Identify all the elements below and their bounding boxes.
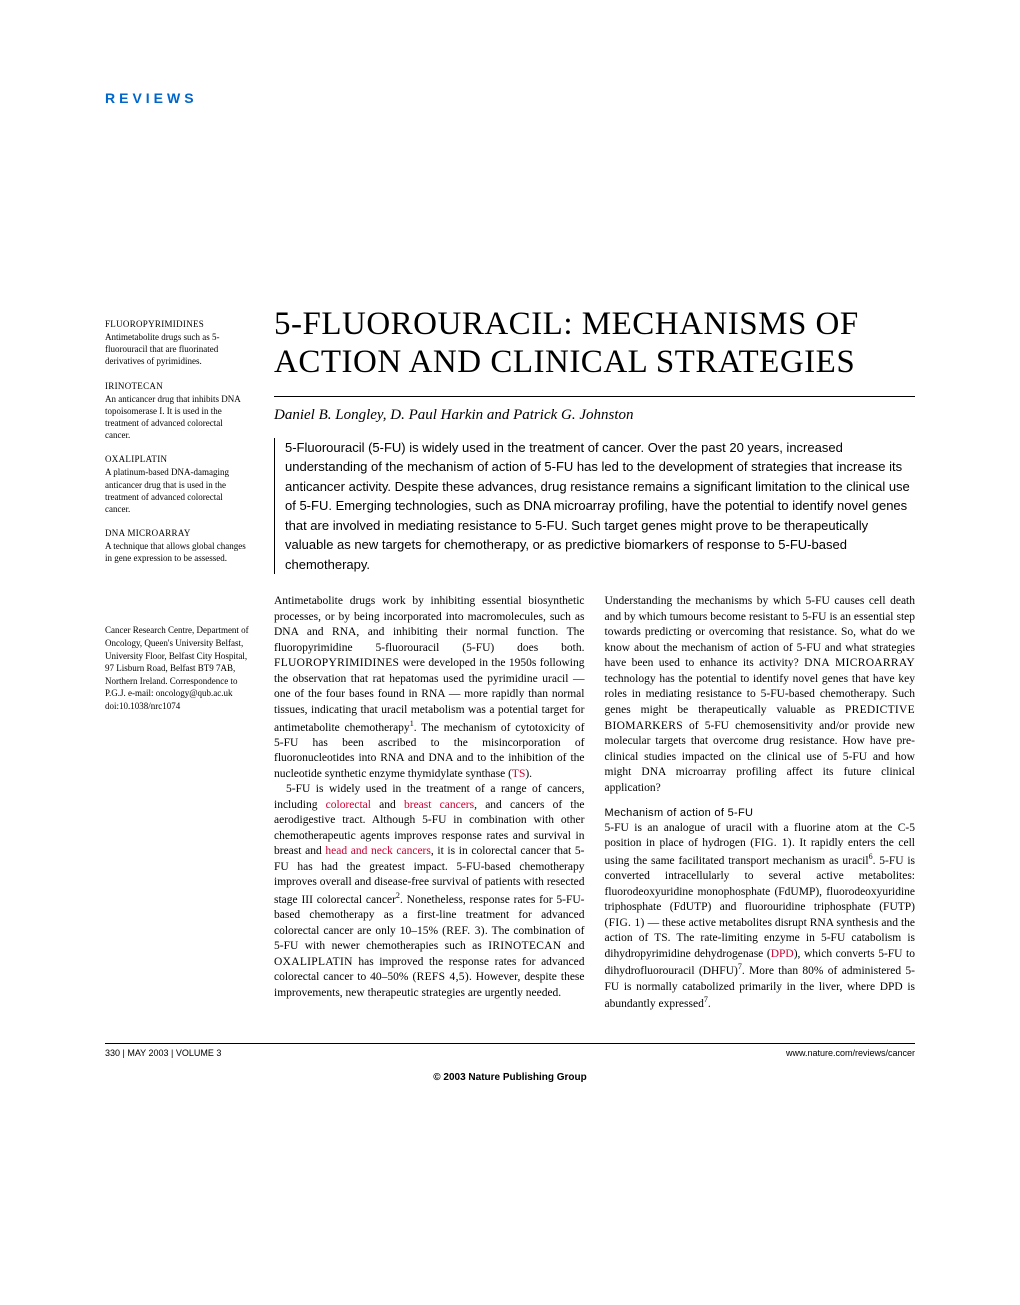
- title-rule: [274, 396, 915, 397]
- ref-inline: (REF. 3): [442, 925, 485, 937]
- doi: doi:10.1038/nrc1074: [105, 700, 250, 713]
- linked-term[interactable]: head and neck cancers: [325, 845, 430, 857]
- copyright: © 2003 Nature Publishing Group: [105, 1072, 915, 1083]
- paragraph: Understanding the mechanisms by which 5-…: [605, 594, 916, 796]
- affiliation-text: Cancer Research Centre, Department of On…: [105, 624, 250, 700]
- figure-ref: (FIG. 1): [605, 917, 645, 929]
- glossary-def: An anticancer drug that inhibits DNA top…: [105, 393, 250, 442]
- linked-term[interactable]: TS: [512, 768, 525, 780]
- linked-term[interactable]: colorectal: [326, 799, 371, 811]
- footer-left: 330 | MAY 2003 | VOLUME 3: [105, 1048, 221, 1058]
- glossary-term: OXALIPLATIN: [105, 453, 250, 465]
- page-footer: 330 | MAY 2003 | VOLUME 3 www.nature.com…: [105, 1043, 915, 1058]
- glossary-def: A technique that allows global changes i…: [105, 540, 250, 564]
- footer-right: www.nature.com/reviews/cancer: [786, 1048, 915, 1058]
- subheading: Mechanism of action of 5-FU: [605, 806, 916, 821]
- glossary-term: DNA MICROARRAY: [105, 527, 250, 539]
- paragraph: Antimetabolite drugs work by inhibiting …: [274, 594, 585, 782]
- article-title: 5-FLUOROURACIL: MECHANISMS OF ACTION AND…: [274, 306, 915, 382]
- sidebar: FLUOROPYRIMIDINES Antimetabolite drugs s…: [105, 306, 250, 1013]
- smallcaps-term: OXALIPLATIN: [274, 956, 353, 968]
- glossary-term: FLUOROPYRIMIDINES: [105, 318, 250, 330]
- body-columns: Antimetabolite drugs work by inhibiting …: [274, 594, 915, 1012]
- smallcaps-term: FLUOROPYRIMIDINES: [274, 657, 399, 669]
- column-left: Antimetabolite drugs work by inhibiting …: [274, 594, 585, 1012]
- figure-ref: (FIG. 1): [750, 837, 792, 849]
- article-content: 5-FLUOROURACIL: MECHANISMS OF ACTION AND…: [274, 306, 915, 1013]
- smallcaps-term: DNA MICROARRAY: [804, 657, 915, 669]
- smallcaps-term: IRINOTECAN: [488, 940, 561, 952]
- main-area: FLUOROPYRIMIDINES Antimetabolite drugs s…: [105, 306, 915, 1013]
- glossary-def: Antimetabolite drugs such as 5-fluoroura…: [105, 331, 250, 367]
- paragraph: 5-FU is widely used in the treatment of …: [274, 782, 585, 1001]
- glossary: FLUOROPYRIMIDINES Antimetabolite drugs s…: [105, 318, 250, 564]
- abstract: 5-Fluorouracil (5-FU) is widely used in …: [274, 438, 915, 575]
- linked-term[interactable]: breast cancers: [404, 799, 474, 811]
- ref-inline: (REFS 4,5): [412, 971, 469, 983]
- glossary-def: A platinum-based DNA-damaging anticancer…: [105, 466, 250, 515]
- column-right: Understanding the mechanisms by which 5-…: [605, 594, 916, 1012]
- section-label: REVIEWS: [105, 90, 915, 106]
- authors: Daniel B. Longley, D. Paul Harkin and Pa…: [274, 407, 915, 424]
- affiliation: Cancer Research Centre, Department of On…: [105, 624, 250, 712]
- linked-term[interactable]: DPD: [771, 948, 794, 960]
- glossary-term: IRINOTECAN: [105, 380, 250, 392]
- paragraph: 5-FU is an analogue of uracil with a flu…: [605, 821, 916, 1013]
